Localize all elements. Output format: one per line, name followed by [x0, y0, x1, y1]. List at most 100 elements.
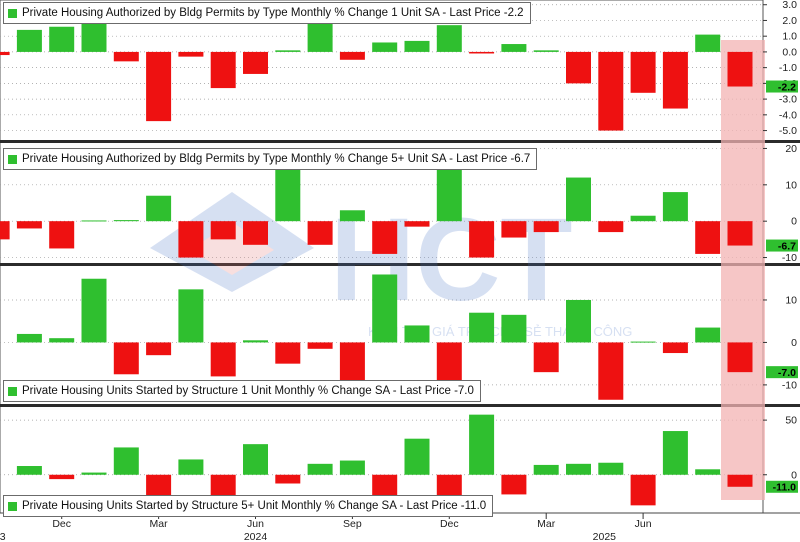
xtick-label-4: Sep — [343, 518, 362, 530]
bars-layer — [0, 20, 753, 508]
legend-panel-1: Private Housing Authorized by Bldg Permi… — [3, 2, 531, 24]
watermark-logo-diamond — [150, 192, 314, 292]
ytick-label-p2-0: 20 — [785, 143, 797, 155]
bar-p1-24 — [695, 34, 721, 52]
bar-p2-17 — [501, 221, 527, 238]
last-price-tag-p3 — [766, 366, 798, 379]
legend-swatch-2 — [8, 154, 17, 164]
ytick-label-p1-4: -1.0 — [779, 62, 797, 74]
bar-p3-5 — [146, 342, 172, 356]
panel-separator-3 — [0, 404, 800, 407]
bar-p1-14 — [372, 42, 398, 52]
bar-p3-14 — [436, 342, 462, 381]
last-price-label-p2: -6.7 — [778, 240, 796, 252]
bar-p4-3 — [81, 472, 107, 475]
year-label-2: 2024 — [244, 531, 268, 542]
bar-p1-3 — [16, 29, 42, 52]
ytick-label-p1-8: -5.0 — [779, 125, 797, 137]
bar-p1-22 — [630, 51, 656, 93]
bar-p3-10 — [307, 342, 333, 349]
bar-p2-11 — [307, 221, 333, 245]
xtick-label-2: Mar — [150, 518, 169, 530]
bar-p1-25 — [727, 51, 753, 87]
bar-p2-23 — [695, 221, 721, 254]
bar-p3-13 — [404, 325, 430, 343]
bar-p2-15 — [436, 168, 462, 222]
legend-swatch-3 — [8, 386, 17, 396]
bar-p1-12 — [307, 20, 333, 52]
bar-p4-4 — [113, 447, 139, 475]
ytick-label-p1-1: 2.0 — [782, 15, 797, 27]
bar-p1-20 — [566, 51, 591, 84]
bar-p2-24 — [727, 221, 753, 246]
bar-p2-22 — [662, 192, 688, 222]
watermark-logo-diamond-red — [190, 222, 274, 275]
xtick-label-5: Dec — [440, 518, 459, 530]
bar-p3-17 — [533, 342, 559, 373]
bar-p3-7 — [210, 342, 236, 377]
bar-p1-17 — [469, 51, 495, 54]
bar-p2-1 — [0, 221, 10, 240]
bar-p2-14 — [404, 221, 430, 227]
panel-separator-1 — [0, 140, 800, 143]
bar-p1-7 — [146, 51, 172, 122]
bar-p3-4 — [113, 342, 139, 375]
bar-p4-11 — [339, 460, 365, 475]
bar-p1-13 — [339, 51, 365, 60]
bar-p3-22 — [695, 327, 721, 343]
ytick-label-p2-1: 10 — [785, 179, 797, 191]
x-axis: Dec Mar Jun Sep Dec Mar Jun 2023 2024 2025 — [0, 513, 652, 542]
bar-p3-16 — [501, 314, 527, 343]
ytick-label-p4-0: 50 — [785, 415, 797, 427]
bar-p4-12 — [372, 474, 398, 497]
last-price-label-p1: -2.2 — [778, 81, 796, 93]
ytick-label-p1-7: -4.0 — [779, 109, 797, 121]
bar-p1-10 — [243, 51, 268, 74]
ytick-label-p1-2: 1.0 — [782, 31, 797, 43]
recent-period-highlight — [721, 40, 765, 500]
legend-swatch-4 — [8, 501, 17, 511]
bar-p1-6 — [113, 51, 139, 62]
bar-p2-19 — [566, 177, 591, 222]
bar-p3-12 — [372, 274, 398, 343]
bar-p4-23 — [727, 474, 753, 487]
bar-p3-9 — [275, 342, 301, 364]
ytick-label-p1-0: 3.0 — [782, 0, 797, 11]
bar-p2-5 — [113, 220, 139, 222]
ytick-label-p4-1: 0 — [791, 469, 797, 481]
bar-p3-23 — [727, 342, 753, 373]
bar-p3-3 — [81, 278, 107, 343]
bar-p2-21 — [630, 215, 656, 222]
year-label-3: 2025 — [593, 531, 617, 542]
bar-p4-8 — [243, 444, 268, 475]
bar-p2-4 — [81, 220, 107, 222]
bar-p4-22 — [695, 469, 721, 475]
bar-p4-17 — [533, 464, 559, 475]
bar-p4-2 — [49, 474, 75, 480]
bar-p3-19 — [598, 342, 624, 400]
bar-p3-6 — [178, 289, 204, 343]
ytick-label-p3-0: 10 — [785, 294, 797, 306]
bar-p2-9 — [243, 221, 268, 245]
bar-p2-2 — [16, 221, 42, 229]
bar-p1-4 — [49, 26, 75, 52]
bar-p1-19 — [533, 50, 559, 52]
bar-p1-21 — [598, 51, 624, 131]
bar-p4-7 — [210, 474, 236, 499]
bar-p4-16 — [501, 474, 527, 495]
bar-p2-10 — [275, 168, 301, 222]
bar-p4-18 — [566, 463, 591, 475]
last-price-tag-p1 — [766, 80, 798, 93]
last-price-label-p4: -11.0 — [773, 482, 797, 494]
xtick-label-1: Dec — [52, 518, 71, 530]
bar-p4-21 — [662, 431, 688, 475]
bar-p3-2 — [49, 338, 75, 343]
ytick-label-p1-6: -3.0 — [779, 94, 797, 106]
bar-p1-23 — [662, 51, 688, 109]
ytick-label-p3-1: 0 — [791, 337, 797, 349]
bar-p1-9 — [210, 51, 236, 89]
legend-panel-2: Private Housing Authorized by Bldg Permi… — [3, 148, 538, 170]
ytick-label-p2-2: 0 — [791, 216, 797, 228]
bar-p2-20 — [598, 221, 624, 233]
